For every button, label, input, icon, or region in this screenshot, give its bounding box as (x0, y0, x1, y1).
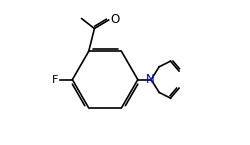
Text: N: N (146, 73, 155, 86)
Text: O: O (111, 13, 120, 27)
Text: F: F (52, 75, 58, 85)
